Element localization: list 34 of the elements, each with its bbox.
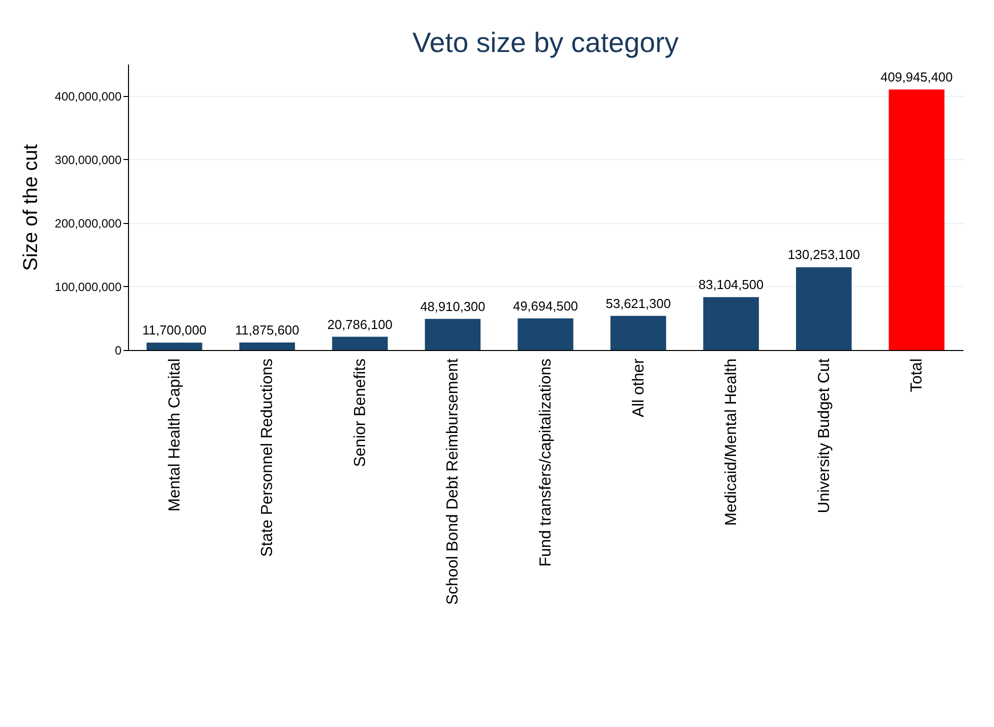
x-tick-label: Mental Health Capital bbox=[166, 358, 184, 512]
bar bbox=[424, 318, 481, 350]
bar bbox=[239, 342, 295, 350]
data-label: 11,875,600 bbox=[235, 322, 300, 338]
bar bbox=[703, 297, 759, 350]
y-tick-label: 300,000,000 bbox=[54, 152, 122, 167]
x-tick-label: Fund transfers/capitalizations bbox=[538, 358, 554, 567]
y-tick-label: 400,000,000 bbox=[54, 89, 122, 104]
y-tick-label: 200,000,000 bbox=[54, 216, 122, 230]
data-label: 11,700,000 bbox=[142, 322, 206, 338]
data-label: 130,253,100 bbox=[788, 247, 860, 262]
x-tick-label: Senior Benefits bbox=[352, 358, 369, 468]
data-label: 83,104,500 bbox=[698, 277, 764, 292]
x-tick-label: All other bbox=[630, 358, 648, 418]
bar bbox=[332, 336, 388, 350]
bar bbox=[610, 316, 666, 350]
x-tick-label: University Budget Cut bbox=[816, 358, 833, 514]
bar bbox=[796, 267, 852, 350]
data-label: 409,945,400 bbox=[880, 69, 953, 84]
bar bbox=[518, 318, 574, 350]
data-label: 53,621,300 bbox=[606, 296, 671, 311]
y-axis-title: Size of the cut bbox=[20, 144, 42, 271]
y-tick-label: 100,000,000 bbox=[54, 280, 122, 294]
x-tick-label: State Personnel Reductions bbox=[259, 358, 276, 557]
x-tick-label: School Bond Debt Reimbursement bbox=[444, 358, 462, 605]
data-label: 48,910,300 bbox=[420, 298, 486, 314]
x-tick-label: Total bbox=[908, 358, 926, 392]
y-tick-label: 0 bbox=[114, 344, 122, 358]
data-label: 20,786,100 bbox=[327, 316, 392, 332]
data-label: 49,694,500 bbox=[512, 298, 578, 314]
bar bbox=[146, 342, 202, 350]
bar bbox=[888, 89, 944, 350]
chart-title: Veto size by category bbox=[412, 27, 679, 58]
x-tick-label: Medicaid/Mental Health bbox=[723, 358, 740, 526]
